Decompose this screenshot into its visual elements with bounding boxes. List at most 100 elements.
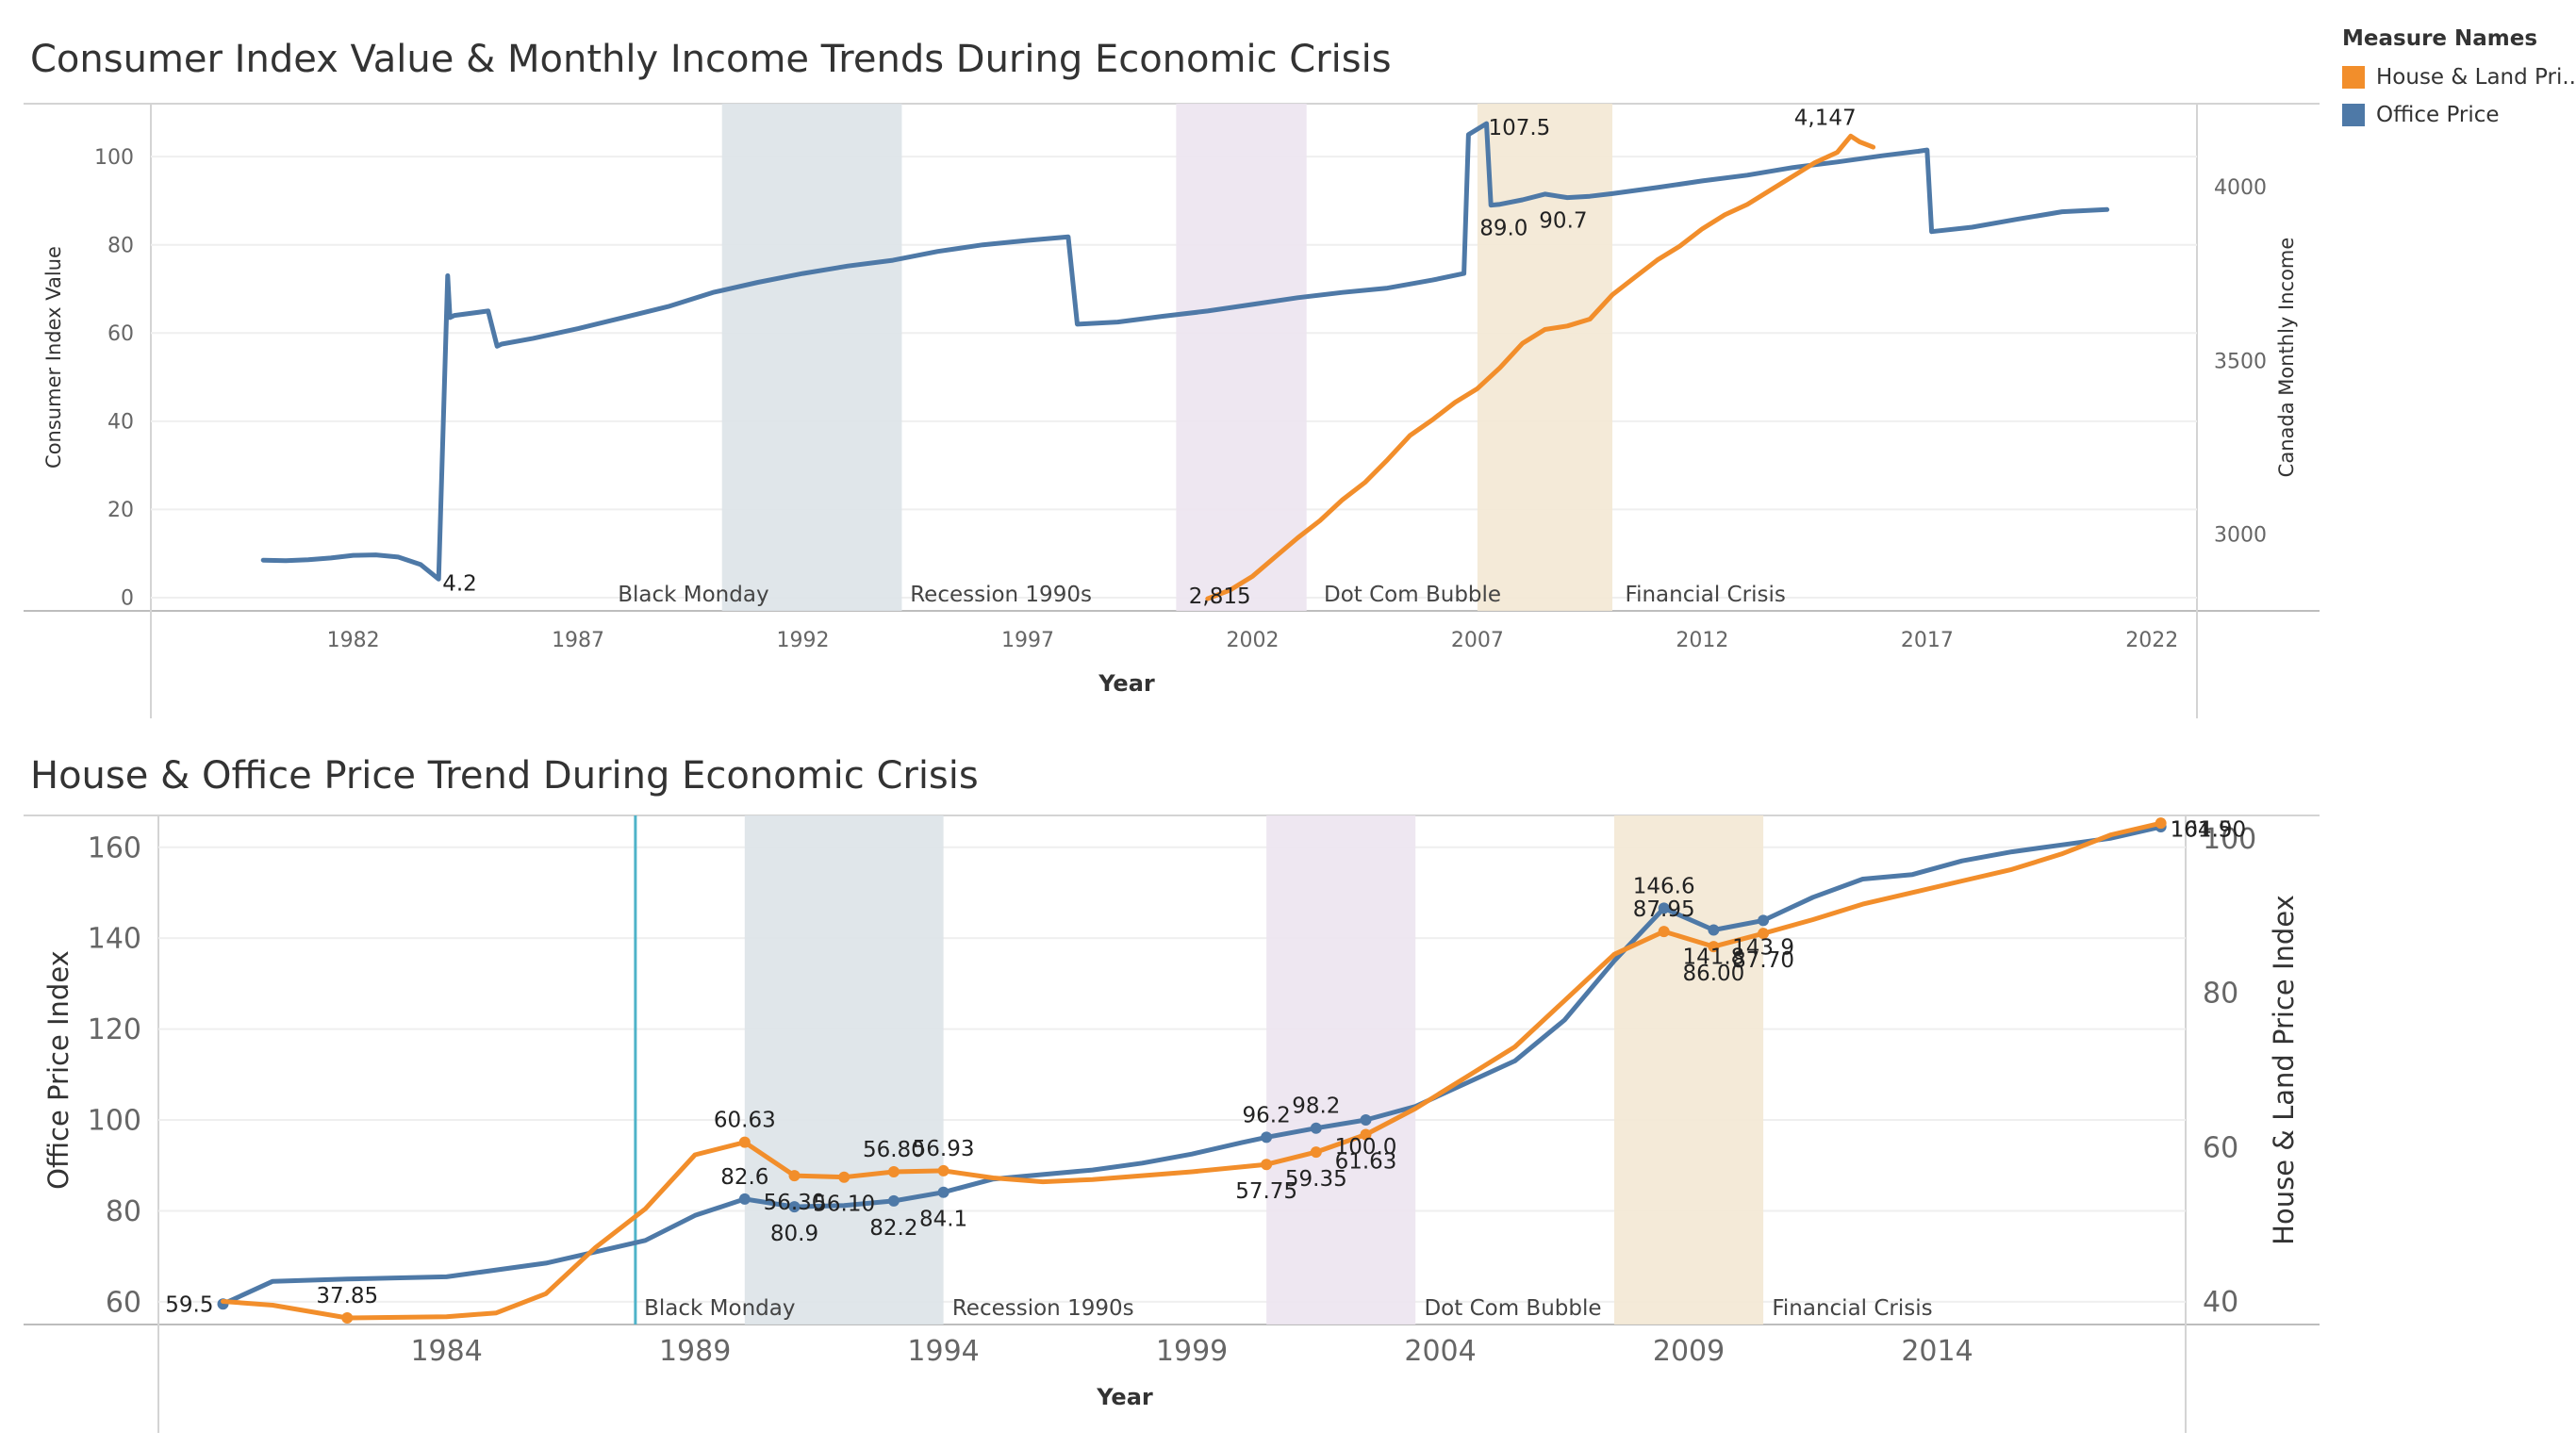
c0-x-tick-label: 2007 [1451, 629, 1504, 652]
c1-band-label: Financial Crisis [1772, 1296, 1932, 1321]
c0-y-tick-label: 100 [94, 146, 134, 170]
c1-marker-office-price [1658, 902, 1670, 914]
c1-marker-house-land-price [1360, 1128, 1372, 1141]
c1-y-tick-label: 80 [106, 1195, 141, 1228]
c1-x-tick-label: 2004 [1404, 1335, 1476, 1368]
c1-y2-tick-label: 40 [2203, 1286, 2238, 1319]
c0-band-label: Dot Com Bubble [1324, 583, 1501, 607]
legend-swatch-office [2342, 104, 2365, 126]
c1-y-tick-label: 140 [88, 923, 141, 956]
c1-band-label: Recession 1990s [952, 1296, 1134, 1321]
c1-band-black-monday [744, 815, 944, 1325]
c1-data-label: 56.10 [813, 1193, 875, 1217]
c1-band-dot-com-bubble [1266, 815, 1416, 1325]
c1-x-tick-label: 1989 [659, 1335, 731, 1368]
c1-data-label: 37.85 [316, 1284, 378, 1308]
c1-marker-office-price [788, 1201, 801, 1213]
c0-y-tick-label: 60 [107, 322, 134, 346]
c1-band-financial-crisis [1613, 815, 1764, 1325]
c1-y-tick-label: 160 [88, 831, 141, 864]
c1-marker-house-land-price [1758, 928, 1770, 940]
c1-y-tick-label: 100 [88, 1105, 141, 1138]
c1-series-line-office-price [221, 824, 2164, 1307]
c1-marker-office-price [1758, 914, 1770, 927]
c1-y2-axis-title: House & Land Price Index [2268, 895, 2300, 1245]
c0-y-axis-title: Consumer Index Value [42, 246, 65, 469]
c0-data-label: 89.0 [1479, 217, 1527, 241]
c0-y2-axis-title: Canada Monthly Income [2275, 238, 2298, 478]
c1-marker-house-land-price [937, 1164, 949, 1176]
c1-series-line-house-land-price [221, 820, 2164, 1321]
c1-data-label: 82.6 [720, 1165, 768, 1190]
c1-data-label: 61.63 [1335, 1149, 1397, 1174]
c0-band-financial-crisis [1477, 104, 1612, 611]
c0-y-tick-label: 80 [107, 234, 134, 257]
c0-x-axis-title: Year [1098, 670, 1155, 697]
c1-x-tick-label: 2014 [1901, 1335, 1973, 1368]
legend-title: Measure Names [2342, 26, 2538, 51]
c0-band-dot-com-bubble [1176, 104, 1307, 611]
bottom-chart-title: House & Office Price Trend During Econom… [30, 754, 979, 798]
c0-series-line-office-price [260, 121, 2110, 582]
c0-band-label: Black Monday [618, 583, 768, 607]
c1-data-label: 87.95 [1633, 897, 1695, 922]
c1-marker-house-land-price [2155, 817, 2167, 830]
legend-label-office: Office Price [2376, 103, 2500, 127]
legend-item-office[interactable]: Office Price [2342, 96, 2576, 134]
c0-x-tick-label: 1982 [327, 629, 380, 652]
c1-data-label: 143.9 [1732, 935, 1794, 960]
c1-data-label: 60.63 [714, 1109, 776, 1133]
c1-band-label: Dot Com Bubble [1424, 1296, 1601, 1321]
c1-x-tick-label: 2009 [1653, 1335, 1725, 1368]
c1-marker-house-land-price [887, 1166, 900, 1177]
c0-data-label: 2,815 [1189, 584, 1251, 609]
c1-data-label: 84.1 [919, 1208, 967, 1232]
c1-marker-office-price [887, 1194, 900, 1207]
c1-marker-house-land-price [738, 1136, 751, 1148]
c1-marker-office-price [1310, 1122, 1322, 1134]
c1-x-tick-label: 1999 [1156, 1335, 1228, 1368]
c0-y2-tick-label: 4000 [2214, 176, 2267, 200]
c1-data-label: 98.2 [1292, 1094, 1340, 1119]
c1-data-label: 101.90 [2171, 817, 2246, 842]
c0-band-label: Financial Crisis [1626, 583, 1786, 607]
c0-data-label: 4.2 [442, 571, 477, 596]
top-chart-title: Consumer Index Value & Monthly Income Tr… [30, 38, 1392, 81]
c0-y2-tick-label: 3000 [2214, 524, 2267, 548]
c1-marker-house-land-price [1658, 926, 1670, 938]
c1-data-label: 164.5 [2171, 817, 2233, 842]
c0-data-label: 4,147 [1794, 106, 1857, 130]
legend-item-house[interactable]: House & Land Pri.. [2342, 58, 2576, 96]
c1-band-label: Black Monday [644, 1296, 795, 1321]
c1-marker-office-price [1360, 1114, 1372, 1127]
c0-x-tick-label: 2022 [2125, 629, 2178, 652]
c1-data-label: 56.30 [764, 1191, 826, 1215]
c1-data-label: 146.6 [1633, 874, 1695, 898]
c1-marker-house-land-price [341, 1312, 354, 1325]
c1-marker-house-land-price [1310, 1146, 1322, 1159]
c1-data-label: 57.75 [1235, 1179, 1297, 1204]
c1-data-label: 59.35 [1285, 1167, 1347, 1192]
c0-x-tick-label: 2017 [1901, 629, 1954, 652]
c1-data-label: 56.80 [863, 1138, 925, 1162]
c1-marker-house-land-price [788, 1170, 801, 1182]
c0-band-black-monday [721, 104, 902, 611]
c1-marker-house-land-price [1261, 1159, 1273, 1171]
c0-series-line-house-land-price [1205, 133, 1876, 601]
c1-marker-house-land-price [1708, 941, 1720, 953]
c0-y-tick-label: 0 [121, 587, 134, 611]
c0-y-tick-label: 40 [107, 411, 134, 435]
c1-y2-tick-label: 80 [2203, 978, 2238, 1011]
c0-data-label: 90.7 [1539, 209, 1587, 234]
c0-x-tick-label: 2002 [1226, 629, 1279, 652]
c1-x-axis-title: Year [1096, 1384, 1153, 1410]
c1-x-tick-label: 1994 [907, 1335, 979, 1368]
c1-y-tick-label: 120 [88, 1013, 141, 1046]
c1-x-tick-label: 1984 [410, 1335, 482, 1368]
c0-band-label: Recession 1990s [910, 583, 1092, 607]
c1-data-label: 96.2 [1243, 1103, 1291, 1127]
c1-y-tick-label: 60 [106, 1286, 141, 1319]
c1-y2-tick-label: 60 [2203, 1131, 2238, 1164]
